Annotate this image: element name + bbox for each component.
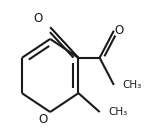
Text: O: O bbox=[114, 24, 123, 37]
Text: O: O bbox=[39, 113, 48, 126]
Text: CH₃: CH₃ bbox=[108, 107, 127, 117]
Text: CH₃: CH₃ bbox=[122, 80, 141, 90]
Text: O: O bbox=[34, 12, 43, 25]
